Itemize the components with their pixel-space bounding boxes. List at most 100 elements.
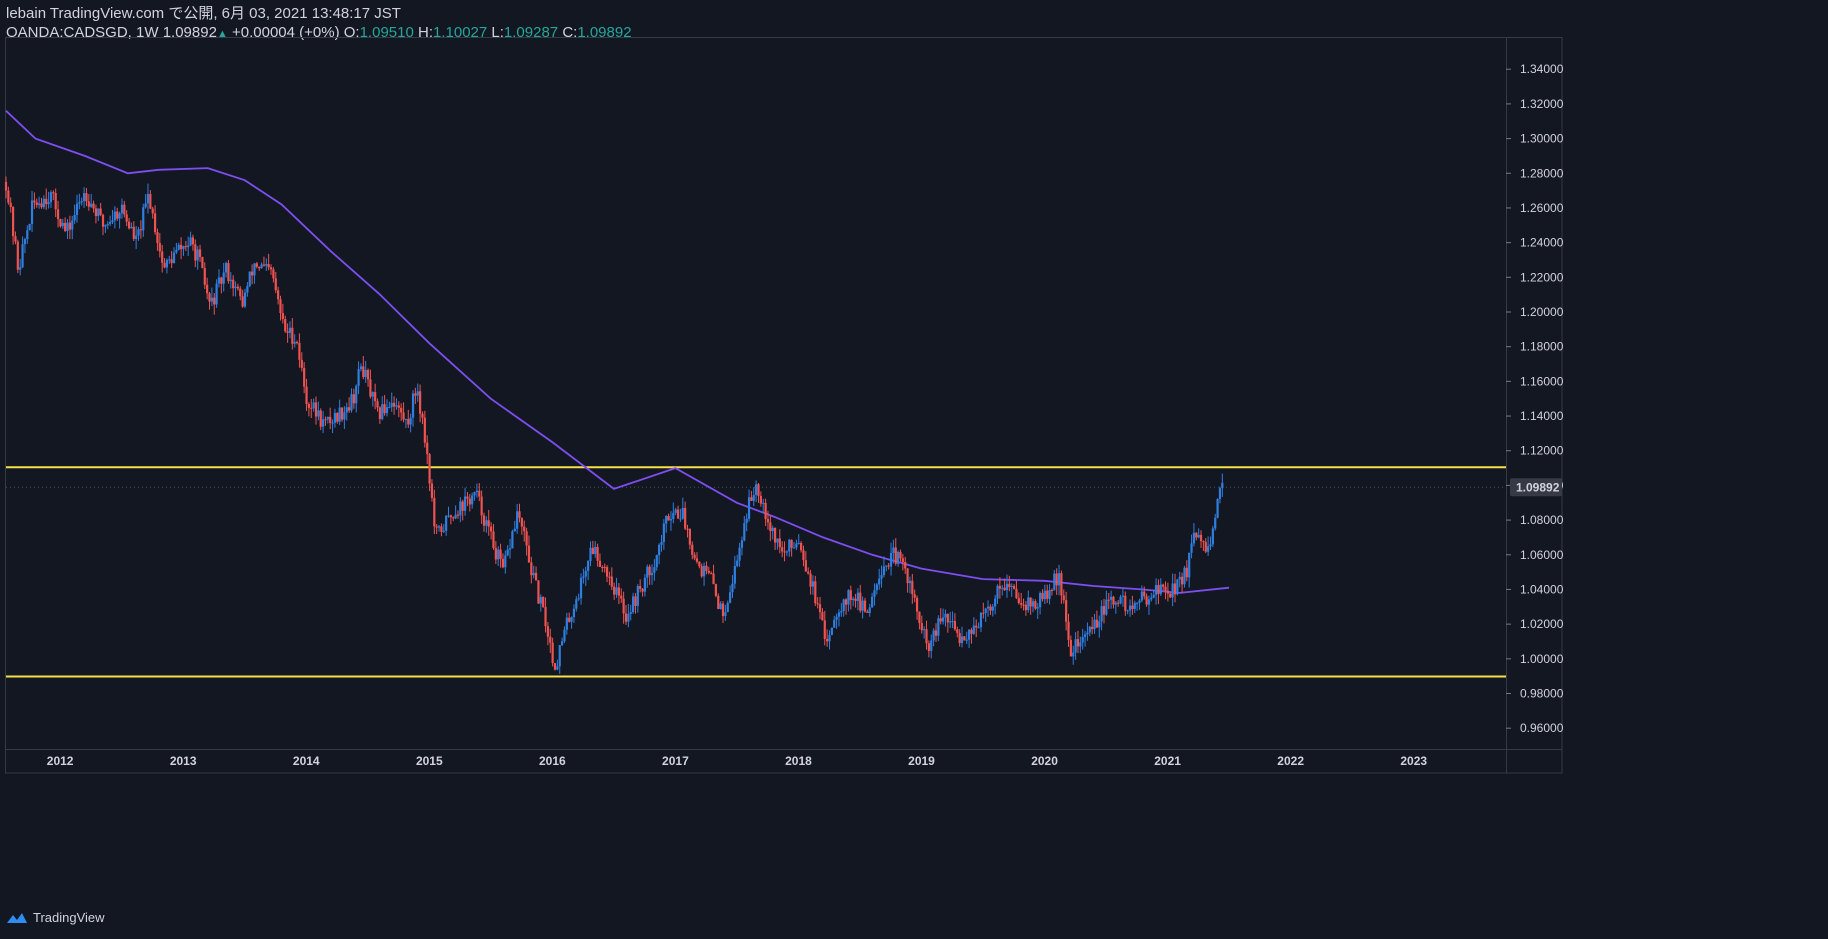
candle-body (456, 514, 460, 516)
candle-body (366, 369, 370, 380)
candle (97, 208, 100, 222)
candle-body (549, 636, 552, 643)
candle-body (894, 547, 897, 564)
candle-body (605, 567, 609, 577)
candle (217, 269, 221, 288)
candle (658, 543, 661, 565)
candle-body (762, 502, 765, 504)
candle (265, 258, 268, 271)
candle-body (747, 497, 751, 519)
candle (366, 368, 370, 387)
candle (672, 502, 675, 524)
candle-body (1055, 573, 1058, 586)
candle (908, 576, 912, 594)
candle-body (111, 220, 114, 223)
candle-body (26, 230, 29, 240)
price-axis[interactable]: 0.96000 0.98000 1.00000 1.02000 1.04000 1.060… (1506, 62, 1564, 735)
candle (208, 291, 211, 310)
candle (321, 411, 325, 434)
candle-body (1036, 607, 1039, 609)
candle (684, 501, 687, 531)
candle (307, 402, 310, 417)
candle-body (127, 221, 131, 229)
candle-body (1188, 552, 1191, 578)
time-axis[interactable]: 2012 2013 2014 2015 2016 2017 2018 2019 2020 2021… (47, 754, 1428, 768)
candle (518, 503, 521, 523)
candle (674, 507, 677, 516)
symbol-label[interactable]: OANDA:CADSGD, 1W (6, 24, 159, 41)
candle-body (485, 520, 488, 526)
candle-body (343, 412, 346, 420)
candle-body (435, 526, 438, 528)
candle-body (68, 222, 71, 230)
candle-body (603, 567, 606, 569)
candle (390, 392, 393, 412)
candle (930, 634, 933, 659)
candle (468, 493, 471, 512)
candle-body (792, 547, 796, 549)
candle-body (525, 531, 528, 546)
candle-body (78, 202, 81, 204)
candle (146, 183, 150, 214)
candle-body (669, 519, 673, 521)
candle (182, 245, 185, 256)
candle-body (189, 237, 192, 246)
candle (404, 418, 408, 429)
candle (137, 226, 140, 241)
candle (892, 539, 895, 564)
candle-body (1138, 600, 1141, 603)
candle-body (475, 490, 479, 493)
candle-body (731, 583, 734, 593)
candle-body (201, 256, 204, 268)
candle-body (965, 639, 968, 641)
candle-body (835, 616, 838, 620)
candle-body (1100, 606, 1103, 622)
candle-body (818, 604, 822, 613)
candle-body (35, 202, 38, 205)
candle-body (97, 208, 100, 217)
candle-body (695, 558, 699, 562)
candle-body (184, 246, 187, 248)
candle-body (291, 327, 294, 344)
candle-body (1185, 567, 1188, 578)
candle (426, 435, 429, 465)
candle (19, 258, 22, 276)
candle (75, 194, 79, 223)
candle-body (949, 621, 952, 623)
candle-body (260, 264, 263, 269)
candle-body (1086, 632, 1089, 635)
candle-body (821, 612, 824, 621)
candle-body (1154, 585, 1158, 595)
candle (1034, 599, 1037, 611)
candle (198, 244, 202, 262)
candle-body (331, 422, 334, 424)
candle (776, 538, 779, 550)
candle-body (717, 595, 720, 609)
candle-body (1079, 642, 1082, 647)
candle-body (1131, 605, 1134, 610)
candle-body (414, 393, 417, 396)
candle (1062, 589, 1065, 604)
candle-body (45, 198, 48, 205)
candle-body (863, 600, 867, 612)
candle (707, 566, 710, 575)
candle-body (172, 252, 176, 264)
candle-body (454, 514, 457, 519)
candle-body (329, 416, 332, 423)
candle-body (466, 496, 469, 499)
candle (546, 621, 550, 646)
candle-body (132, 226, 135, 239)
candle (442, 523, 445, 533)
candle (471, 492, 474, 509)
candle (499, 543, 502, 568)
candle-body (1197, 534, 1200, 538)
candle-body (1117, 602, 1120, 604)
candle-body (52, 192, 55, 194)
candle (14, 231, 17, 245)
candle (743, 515, 746, 542)
candle-body (314, 402, 318, 417)
candle (345, 402, 348, 421)
candle-body (714, 584, 718, 596)
candle (123, 200, 126, 218)
